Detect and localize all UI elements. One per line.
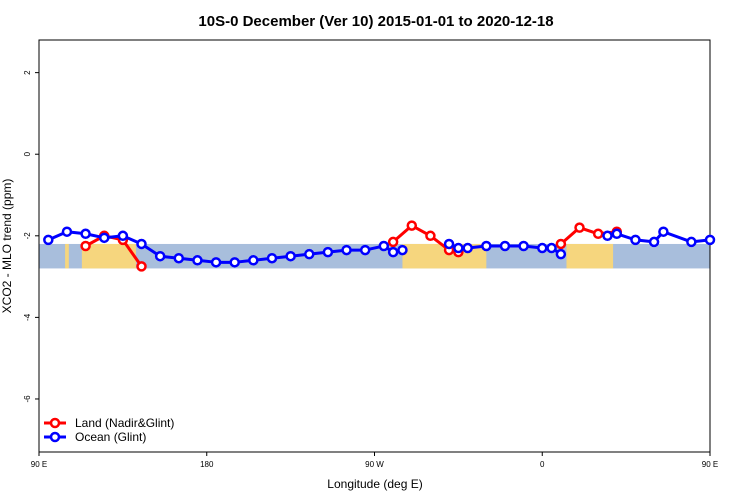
data-point (658, 226, 669, 237)
land-region (566, 243, 614, 269)
land-region (65, 243, 69, 269)
data-point (630, 234, 641, 246)
data-point (592, 228, 604, 240)
x-tick-label: 90 W (365, 460, 384, 469)
ocean-series (43, 226, 716, 268)
data-point (173, 252, 185, 264)
data-point (387, 236, 399, 248)
data-point (518, 240, 529, 252)
data-point (210, 257, 222, 268)
data-point (546, 242, 557, 254)
data-point (425, 230, 436, 242)
series-layer (43, 220, 716, 272)
data-point (462, 242, 473, 254)
data-point (602, 230, 613, 242)
data-point (555, 238, 567, 250)
data-point (443, 238, 455, 250)
data-point (80, 240, 91, 252)
y-tick-label: -6 (23, 395, 32, 403)
y-axis: 2 0 -2 -4 -6 (23, 70, 39, 403)
data-point (43, 234, 54, 246)
legend-land-label: Land (Nadir&Glint) (75, 416, 174, 430)
data-point (499, 240, 511, 252)
x-tick-label: 180 (200, 460, 214, 469)
legend: Land (Nadir&Glint) Ocean (Glint) (44, 416, 174, 444)
x-axis-label: Longitude (deg E) (327, 477, 422, 491)
y-tick-label: 2 (23, 70, 32, 75)
data-point (359, 244, 371, 256)
x-tick-label: 0 (540, 460, 545, 469)
x-tick-label: 90 E (702, 460, 718, 469)
legend-ocean-marker (49, 431, 61, 443)
data-point (192, 255, 203, 266)
y-axis-label: XCO2 - MLO trend (ppm) (0, 179, 14, 314)
data-point (378, 240, 390, 252)
data-point (229, 257, 240, 268)
y-tick-label: 0 (23, 151, 32, 156)
data-point (136, 238, 147, 250)
data-point (98, 232, 110, 244)
data-point (611, 228, 623, 240)
data-point (453, 242, 464, 254)
data-point (686, 236, 697, 248)
data-point (481, 240, 492, 252)
data-point (397, 244, 408, 256)
y-tick-label: -4 (23, 313, 32, 321)
data-point (154, 250, 166, 262)
data-point (248, 255, 259, 266)
data-point (266, 252, 278, 264)
data-point (648, 236, 660, 248)
data-point (61, 226, 73, 237)
data-point (304, 248, 315, 260)
data-point (704, 234, 716, 246)
legend-ocean-label: Ocean (Glint) (75, 430, 146, 444)
x-tick-label: 90 E (31, 460, 47, 469)
data-point (322, 246, 334, 258)
data-point (136, 261, 147, 272)
y-tick-label: -2 (23, 232, 32, 240)
data-point (537, 242, 548, 254)
data-point (285, 250, 296, 262)
data-point (341, 244, 352, 256)
data-point (574, 222, 585, 233)
data-point (387, 246, 399, 258)
legend-land-marker (49, 417, 61, 429)
data-point (117, 230, 129, 242)
data-point (80, 228, 91, 240)
data-point (406, 220, 418, 231)
x-axis: 90 E 180 90 W 0 90 E (31, 452, 718, 469)
chart-title: 10S-0 December (Ver 10) 2015-01-01 to 20… (198, 13, 553, 30)
data-point (555, 248, 567, 260)
